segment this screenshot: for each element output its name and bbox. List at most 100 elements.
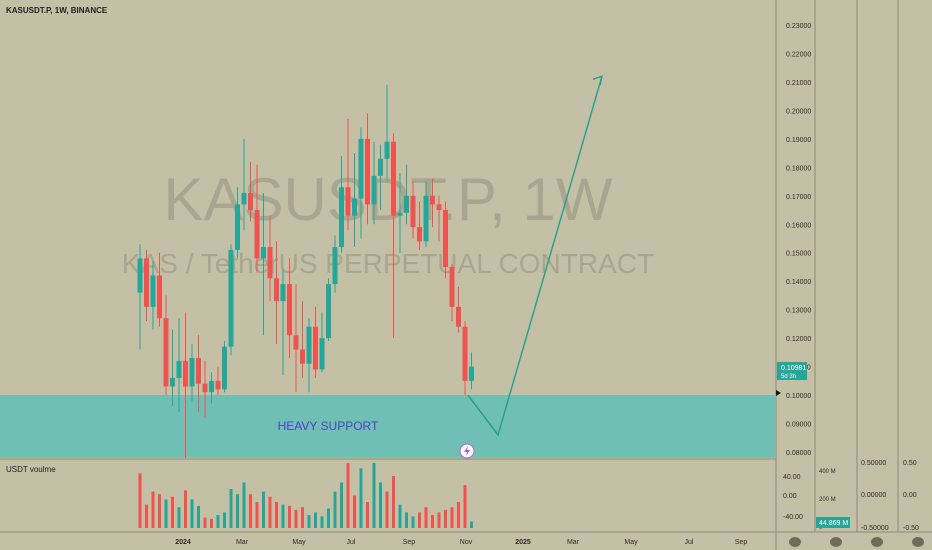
last-price-value: 0.10981: [781, 365, 806, 372]
candle-body: [287, 284, 292, 336]
price-tick-label: 0.20000: [786, 108, 811, 115]
volume-bar: [366, 502, 369, 528]
price-tick-label: 0.21000: [786, 80, 811, 87]
volume-bar: [164, 499, 168, 528]
price-axis[interactable]: 0.23000 0.22000 0.21000 0.20000 0.19000 0.180…: [786, 23, 811, 457]
candle-body: [248, 192, 253, 211]
indicator-tick-b: 0.00: [903, 492, 917, 499]
arrow-head: [592, 75, 603, 86]
volume-bar: [275, 502, 278, 528]
volume-pane-title: USDT voulme: [6, 465, 56, 474]
candle-body: [176, 360, 182, 378]
volume-tick-label: -40.00: [783, 514, 803, 521]
volume-bar: [398, 504, 402, 528]
candle-body: [436, 204, 442, 211]
projection-arrow[interactable]: [467, 75, 603, 437]
volume-bar: [138, 473, 142, 528]
lightning-icon[interactable]: [459, 443, 475, 459]
volume-bar: [203, 517, 207, 528]
volume-bar: [353, 495, 356, 528]
candle-body: [293, 335, 299, 350]
volume-bar: [405, 512, 408, 528]
price-tick-label: 0.09000: [786, 422, 811, 429]
symbol-header: KASUSDT.P, 1W, BINANCE: [6, 6, 108, 15]
volume-bar: [171, 496, 174, 528]
time-axis[interactable]: 2024 Mar May Jul Sep Nov 2025 Mar May Jul Sep: [175, 539, 747, 546]
candle-body: [215, 380, 221, 390]
candle-body: [319, 338, 325, 370]
candle-body: [228, 249, 234, 347]
support-zone[interactable]: [0, 395, 776, 458]
volume-bar: [229, 489, 233, 528]
watermark-symbol: KASUSDT.P, 1W: [163, 166, 612, 233]
volume-bar: [236, 494, 239, 528]
volume-bar: [158, 494, 161, 528]
candle-body: [222, 346, 227, 390]
watermark-description: KAS / TetherUS PERPETUAL CONTRACT: [122, 248, 654, 279]
volume-bar: [301, 507, 304, 528]
volume-bar: [340, 482, 343, 528]
price-tick-label: 0.23000: [786, 23, 811, 30]
candle-body: [313, 326, 318, 370]
pane-controls[interactable]: [789, 537, 924, 547]
volume-bar: [151, 491, 155, 528]
time-tick-label: May: [292, 539, 306, 546]
candle-body: [170, 377, 175, 387]
last-price-tag: 0.10981 5d 3h: [777, 362, 807, 380]
candle-body: [196, 358, 201, 384]
candle-body: [404, 195, 409, 213]
candle-body: [365, 138, 370, 205]
candle-body: [352, 198, 357, 216]
candle-body: [332, 247, 338, 285]
price-tick-label: 0.14000: [786, 279, 811, 286]
volume-bar: [444, 509, 447, 528]
volume-bar: [307, 515, 311, 528]
candle-body: [449, 266, 455, 307]
control-dot-1[interactable]: [789, 537, 801, 547]
time-tick-label: Sep: [735, 539, 748, 546]
control-dot-3[interactable]: [871, 537, 883, 547]
candle-body: [137, 258, 143, 293]
candles-group: [137, 84, 474, 458]
candle-body: [410, 195, 416, 228]
candle-body: [300, 349, 305, 364]
volume-bar: [346, 463, 350, 528]
control-dot-4[interactable]: [912, 537, 924, 547]
volume-mid-tick: 400 M: [819, 469, 836, 475]
control-dot-2[interactable]: [830, 537, 842, 547]
volume-bar: [333, 491, 337, 528]
time-tick-label: Sep: [403, 539, 416, 546]
indicator-tick-a: 0.50000: [861, 460, 886, 467]
volume-current-value: 44.869 M: [819, 520, 848, 527]
price-tick-label: 0.08000: [786, 450, 811, 457]
candle-body: [339, 187, 344, 248]
volume-bar: [294, 509, 298, 528]
candle-body: [443, 210, 448, 267]
volume-bars-group: [138, 463, 473, 528]
time-tick-label: Mar: [236, 539, 249, 546]
candle-body: [267, 247, 273, 279]
candle-body: [183, 360, 188, 387]
volume-bar: [262, 491, 265, 528]
volume-bar: [470, 521, 473, 528]
candle-body: [371, 175, 377, 205]
volume-bar: [216, 515, 220, 528]
candle-body: [423, 195, 429, 242]
volume-bar: [372, 463, 376, 528]
candle-body: [326, 284, 331, 339]
volume-current-tag: [816, 517, 850, 528]
volume-bar: [268, 496, 272, 528]
candle-body: [397, 212, 403, 216]
candle-body: [378, 158, 383, 176]
candle-body: [274, 278, 279, 302]
time-tick-label: Jul: [347, 539, 356, 546]
volume-bar: [359, 468, 363, 528]
candle-body: [417, 227, 422, 242]
candle-body: [345, 187, 351, 216]
price-tick-label: 0.18000: [786, 165, 811, 172]
time-tick-label: 2025: [515, 539, 531, 546]
candle-countdown: 5d 3h: [781, 374, 796, 380]
indicator-tick-b: 0.50: [903, 460, 917, 467]
